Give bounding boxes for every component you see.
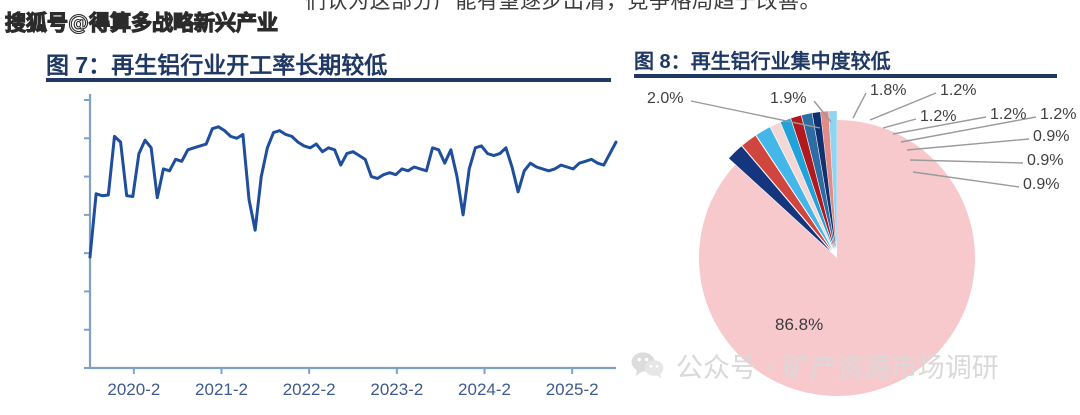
pie-slice bbox=[756, 127, 833, 251]
pie-slice bbox=[770, 122, 834, 250]
pie-slice-label: 1.2% bbox=[920, 108, 957, 125]
pie-slice-label: 1.9% bbox=[770, 90, 807, 107]
pie-leader-line bbox=[912, 171, 1020, 188]
figure7-label: 图 7： bbox=[46, 52, 112, 78]
pie-leader-line bbox=[813, 100, 832, 123]
pie-slice-label: 0.9% bbox=[1027, 152, 1064, 169]
wechat-watermark: 公众号 · 矿产资源市场调研 bbox=[631, 345, 999, 385]
x-axis-tick: 2024-2 bbox=[458, 380, 511, 399]
pie-leader-line bbox=[909, 159, 1024, 164]
figure8-heading-rule bbox=[634, 74, 1057, 78]
x-axis-tick: 2020-2 bbox=[107, 380, 161, 399]
pie-slice bbox=[812, 111, 836, 250]
figure7-title: 再生铝行业开工率长期较低 bbox=[111, 53, 388, 79]
figure7-heading: 图 7：再生铝行业开工率长期较低 bbox=[46, 46, 387, 80]
pie-leader-line bbox=[690, 100, 821, 129]
pie-leader-line bbox=[852, 92, 867, 119]
pie-slice bbox=[820, 111, 837, 250]
pie-slice bbox=[698, 120, 975, 396]
pie-chart-canvas bbox=[690, 92, 1037, 396]
pie-slice-label: 2.0% bbox=[647, 90, 684, 107]
x-axis-tick: 2025-2 bbox=[545, 380, 599, 399]
x-axis-tick: 2021-2 bbox=[195, 380, 248, 399]
pie-slice bbox=[801, 113, 836, 250]
x-axis-tick: 2022-2 bbox=[282, 380, 336, 399]
pie-leader-line bbox=[892, 116, 987, 135]
pie-slice bbox=[742, 135, 832, 251]
pie-leader-line bbox=[900, 116, 1037, 143]
pie-slice bbox=[828, 111, 837, 250]
pie-slice-label: 1.2% bbox=[1040, 106, 1077, 123]
pie-slice-label-major: 86.8% bbox=[775, 315, 824, 334]
wechat-icon bbox=[631, 352, 664, 379]
pie-leader-line bbox=[906, 138, 1030, 151]
pie-slice bbox=[780, 118, 834, 250]
pie-slice-label: 0.9% bbox=[1033, 128, 1070, 145]
figure8-pie-chart: 2.0% 1.9% 1.8% 1.2% 1.2% 1.2% 1.2% 0.9% 0.9% 0.9%… bbox=[625, 80, 1080, 410]
figure8-label: 图 8： bbox=[634, 51, 691, 73]
figure7-line-chart: 70%60%50%40%30%20%10%0% 2020-22021-22022… bbox=[30, 86, 620, 406]
line-series-path bbox=[88, 125, 618, 259]
figure8-heading: 图 8：再生铝行业集中度较低 bbox=[634, 45, 891, 74]
pie-slice bbox=[728, 146, 831, 252]
pie-slice-label: 1.2% bbox=[940, 82, 977, 99]
pie-slice-label: 1.2% bbox=[990, 106, 1027, 123]
line-chart-canvas bbox=[84, 94, 618, 374]
figure8-title: 再生铝行业集中度较低 bbox=[690, 49, 891, 73]
pie-leader-line bbox=[882, 118, 917, 129]
figure7-heading-rule bbox=[46, 78, 611, 82]
sohu-watermark: 搜狐号@得算多战略新兴产业 bbox=[4, 10, 278, 35]
pie-slice bbox=[791, 115, 835, 250]
clipped-body-text: 们认为这部分产能有望逐步出清，竞争格局趋于改善。 bbox=[305, 0, 821, 13]
wechat-watermark-text: 公众号 · 矿产资源市场调研 bbox=[676, 352, 999, 384]
pie-slice-label: 0.9% bbox=[1023, 176, 1060, 193]
pie-leader-line bbox=[869, 92, 937, 121]
x-axis-tick: 2023-2 bbox=[370, 380, 424, 399]
pie-slice-label: 1.8% bbox=[870, 82, 907, 99]
